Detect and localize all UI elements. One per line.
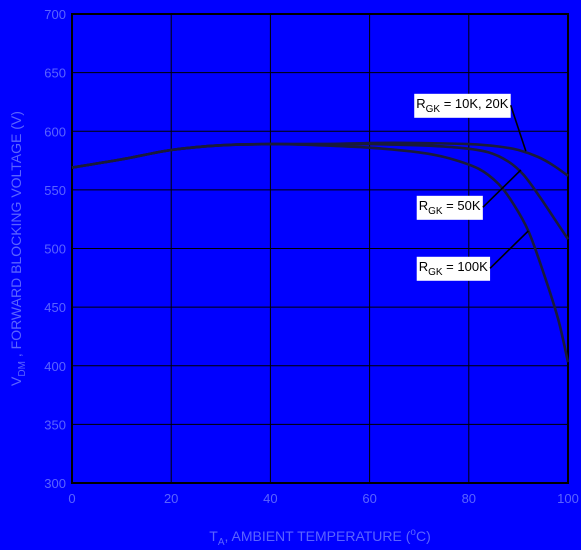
y-tick-label-4: 500 bbox=[44, 242, 66, 257]
plot-frame bbox=[71, 13, 569, 484]
y-tick-label-8: 700 bbox=[44, 7, 66, 22]
series-group bbox=[71, 141, 570, 363]
annotation-box-2 bbox=[416, 256, 491, 281]
annotation-leader-1 bbox=[482, 169, 522, 208]
annotations: RGK = 10K, 20K RGK = 50K RGK = 100K bbox=[414, 93, 529, 281]
x-tick-label-1: 20 bbox=[164, 491, 178, 506]
y-tick-label-6: 600 bbox=[44, 124, 66, 139]
grid bbox=[71, 13, 569, 484]
tick-labels: 0 20 40 60 80 100 300 350 400 450 500 550 600 650 700 bbox=[44, 7, 579, 506]
x-tick-label-5: 100 bbox=[557, 491, 579, 506]
annotation-box-1 bbox=[416, 195, 483, 220]
axis-labels: TA, AMBIENT TEMPERATURE (oC) VDM , FORWAR… bbox=[8, 111, 431, 548]
annotation-text-0: RGK = 10K, 20K bbox=[416, 96, 508, 115]
y-tick-label-7: 650 bbox=[44, 66, 66, 81]
x-tick-label-4: 80 bbox=[462, 491, 476, 506]
y-tick-label-2: 400 bbox=[44, 359, 66, 374]
series-line-2 bbox=[71, 142, 570, 363]
annotation-text-2: RGK = 100K bbox=[419, 259, 488, 278]
x-tick-label-2: 40 bbox=[263, 491, 277, 506]
annotation-leader-2 bbox=[489, 230, 529, 269]
annotation-box-0 bbox=[414, 93, 511, 118]
y-tick-label-3: 450 bbox=[44, 300, 66, 315]
y-tick-label-0: 300 bbox=[44, 476, 66, 491]
x-axis-label: TA, AMBIENT TEMPERATURE (oC) bbox=[209, 527, 431, 548]
y-tick-label-5: 550 bbox=[44, 183, 66, 198]
annotation-leader-0 bbox=[509, 105, 527, 152]
x-tick-label-0: 0 bbox=[68, 491, 75, 506]
y-axis-label: VDM , FORWARD BLOCKING VOLTAGE (V) bbox=[8, 111, 28, 386]
y-tick-label-1: 350 bbox=[44, 417, 66, 432]
x-tick-label-3: 60 bbox=[362, 491, 376, 506]
annotation-text-1: RGK = 50K bbox=[419, 198, 481, 217]
